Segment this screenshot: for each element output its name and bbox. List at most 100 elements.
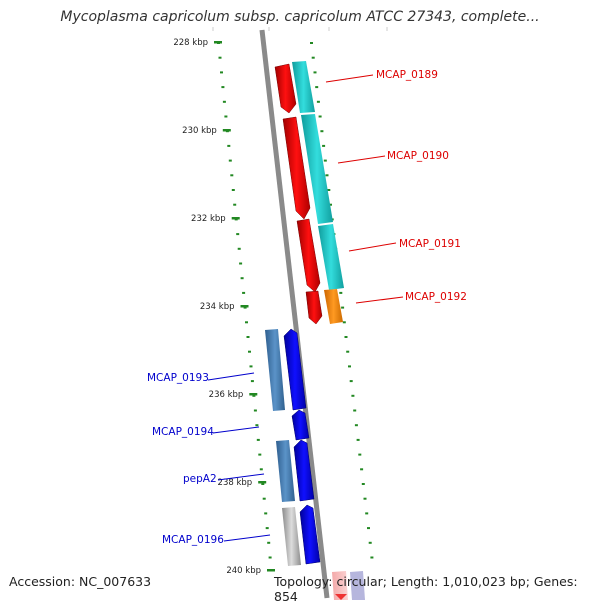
ruler-dot	[252, 394, 256, 397]
ruler-dot	[256, 438, 260, 441]
ruler-dot	[220, 71, 223, 74]
ruler-dot	[363, 497, 367, 500]
gene-labels: MCAP_0189 MCAP_0190 MCAP_0191 MCAP_0192 …	[147, 69, 467, 546]
ruler-dot	[249, 365, 253, 368]
ruler-dot	[365, 512, 369, 515]
ruler-dot	[361, 483, 365, 485]
ruler-dot	[259, 468, 263, 471]
partial-lavender-block	[350, 571, 365, 600]
ruler-dot	[221, 86, 225, 89]
mcap-0189-cog-block[interactable]	[292, 61, 315, 113]
ruler-dot	[310, 42, 313, 44]
gene-mcap-0196-arrow[interactable]	[299, 504, 321, 565]
ruler-dot	[353, 409, 357, 412]
ruler-dot	[349, 380, 353, 383]
ruler-dot	[348, 365, 351, 368]
reverse-strand-genes	[274, 63, 323, 325]
ruler-dot	[233, 203, 237, 206]
gene-label-pepa2[interactable]: pepA2	[183, 473, 217, 485]
ruler-dot	[258, 453, 262, 456]
ruler-dot	[237, 247, 241, 250]
ruler-dot	[318, 115, 322, 118]
ruler-dot	[356, 438, 360, 441]
ruler-dot	[248, 350, 251, 353]
ruler-dot	[322, 144, 326, 147]
ruler-dot	[313, 71, 317, 74]
gene-mcap-0189-arrow[interactable]	[274, 63, 297, 114]
ruler-dot	[342, 321, 346, 324]
kbp-tick-mark	[231, 217, 240, 220]
ruler-dot	[218, 56, 222, 59]
kbp-tick-label: 230 kbp	[182, 126, 217, 136]
partial-red-arrow	[335, 594, 347, 600]
ruler-dot	[344, 336, 348, 338]
function-track-left	[265, 329, 301, 566]
ruler-dot	[246, 336, 250, 338]
ruler-dot	[320, 130, 324, 133]
gene-mcap-0191-arrow[interactable]	[296, 218, 321, 293]
ruler-dot	[261, 483, 265, 485]
ruler-dot	[245, 321, 248, 324]
gene-label-mcap-0189[interactable]: MCAP_0189	[376, 69, 438, 81]
ruler-dot	[358, 453, 362, 456]
ruler-dot	[325, 174, 329, 177]
mcap-0190-cog-block[interactable]	[301, 114, 333, 224]
ruler-dot	[236, 233, 240, 236]
gene-label-mcap-0196[interactable]: MCAP_0196	[162, 534, 224, 546]
kbp-tick-label: 236 kbp	[209, 390, 244, 400]
ruler-dot	[360, 468, 364, 471]
kbp-tick-mark	[258, 481, 267, 484]
ruler-dot	[222, 100, 226, 103]
ruler-dot	[323, 159, 327, 162]
mcap-0192-cog-block[interactable]	[324, 289, 343, 324]
top-ruler	[212, 27, 388, 31]
mcap-0193-cog-block[interactable]	[265, 329, 285, 411]
ruler-dot	[346, 350, 350, 353]
ruler-dot	[253, 409, 257, 412]
gene-pepa2-arrow[interactable]	[293, 439, 315, 502]
ruler-dot	[367, 527, 370, 530]
kbp-tick-mark	[240, 305, 249, 308]
forward-strand-genes	[283, 328, 321, 565]
gene-label-mcap-0193[interactable]: MCAP_0193	[147, 372, 209, 384]
gene-label-mcap-0191[interactable]: MCAP_0191	[399, 238, 461, 250]
ruler-dot	[354, 424, 358, 427]
ruler-dot	[264, 512, 268, 515]
gene-mcap-0193-arrow[interactable]	[283, 328, 307, 411]
kbp-tick-label: 234 kbp	[200, 302, 235, 312]
kbp-tick-label: 238 kbp	[218, 478, 253, 488]
gene-mcap-0190-arrow[interactable]	[282, 116, 311, 220]
ruler-dot	[311, 56, 315, 59]
gene-label-mcap-0194[interactable]: MCAP_0194	[152, 426, 214, 438]
ruler-dot	[341, 306, 345, 309]
kbp-tick-mark	[222, 129, 231, 132]
ruler-dot	[227, 144, 231, 147]
ruler-dot	[224, 115, 228, 118]
map-title: Mycoplasma capricolum subsp. capricolum …	[60, 9, 540, 25]
kbp-tick-label: 232 kbp	[191, 214, 226, 224]
gene-mcap-0194-arrow[interactable]	[291, 409, 310, 441]
ruler-dot	[351, 394, 355, 397]
ruler-dot	[240, 277, 244, 280]
ruler-dot	[262, 497, 266, 500]
mcap-0196-cog-block[interactable]	[282, 507, 301, 566]
ruler-dot	[242, 291, 246, 294]
label-leaders	[207, 74, 404, 542]
ruler-dot	[370, 556, 374, 559]
kbp-tick-label: 240 kbp	[226, 566, 261, 576]
gene-label-mcap-0192[interactable]: MCAP_0192	[405, 291, 467, 303]
ruler-dot	[329, 203, 332, 206]
accession-text: Accession: NC_007633	[9, 574, 152, 589]
ruler-dot	[255, 424, 259, 427]
gene-label-mcap-0190[interactable]: MCAP_0190	[387, 150, 449, 162]
ruler-dot	[339, 291, 343, 294]
ruler-dot	[250, 380, 254, 383]
pepa2-cog-block[interactable]	[276, 440, 295, 502]
kbp-tick-mark	[267, 569, 275, 572]
ruler-dot	[327, 189, 331, 191]
mcap-0191-cog-block[interactable]	[318, 224, 344, 290]
gene-mcap-0192-arrow[interactable]	[305, 290, 323, 325]
ruler-dot	[231, 189, 235, 191]
partial-pink-block	[332, 571, 348, 600]
ruler-dot	[239, 262, 243, 265]
